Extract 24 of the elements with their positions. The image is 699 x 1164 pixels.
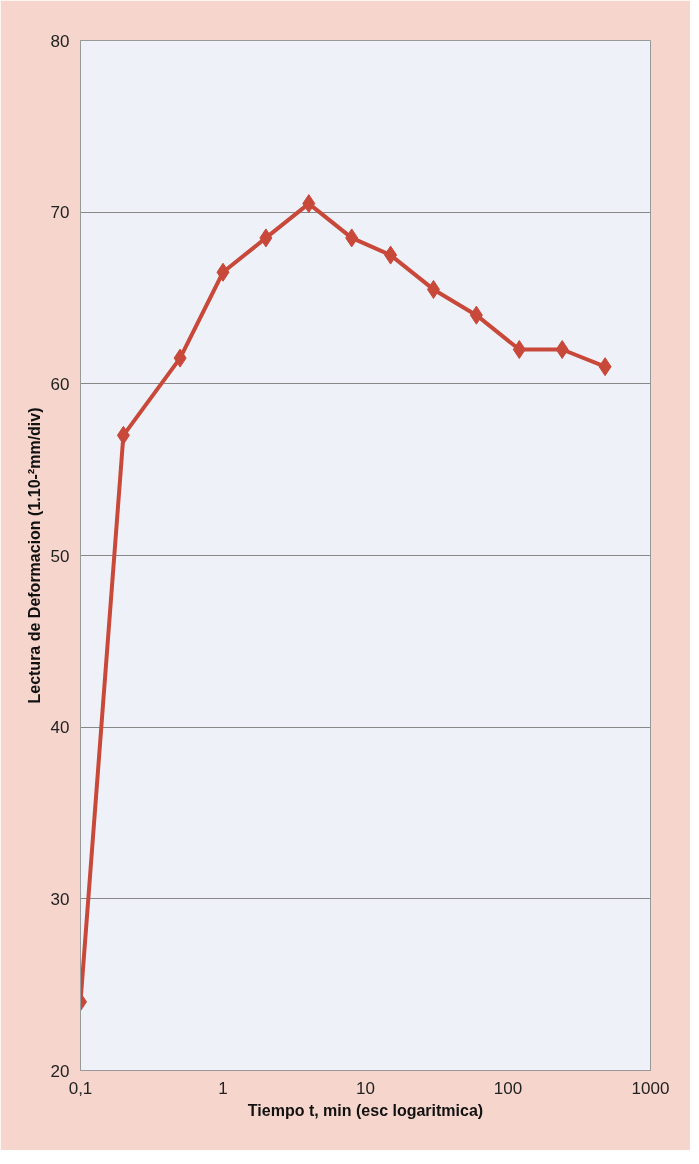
y-tick-label: 80	[50, 31, 70, 51]
y-tick-label: 40	[50, 718, 70, 738]
y-tick-label: 70	[50, 203, 70, 223]
point	[216, 262, 230, 282]
x-axis-title: Tiempo t, min (esc logaritmica)	[247, 1101, 484, 1119]
y-tick-label: 20	[50, 1061, 70, 1081]
point	[173, 348, 187, 368]
y-axis-title: Lectura de Deformacion (1.10-²mm/div)	[25, 407, 43, 704]
point	[555, 340, 569, 359]
x-tick-label: 100	[493, 1078, 523, 1098]
y-tick-label: 30	[50, 889, 70, 909]
y-tick-label: 50	[50, 546, 70, 566]
point	[598, 357, 612, 377]
point	[259, 228, 273, 248]
y-tick-label: 60	[50, 374, 70, 394]
x-tick-label: 1	[218, 1078, 228, 1098]
x-tick-label: 0,1	[68, 1078, 93, 1098]
point	[426, 279, 440, 299]
point	[512, 340, 526, 359]
point	[469, 305, 483, 325]
point	[384, 245, 398, 265]
x-tick-label: 1000	[631, 1078, 670, 1098]
point	[302, 194, 316, 214]
x-tick-label: 10	[356, 1078, 375, 1098]
